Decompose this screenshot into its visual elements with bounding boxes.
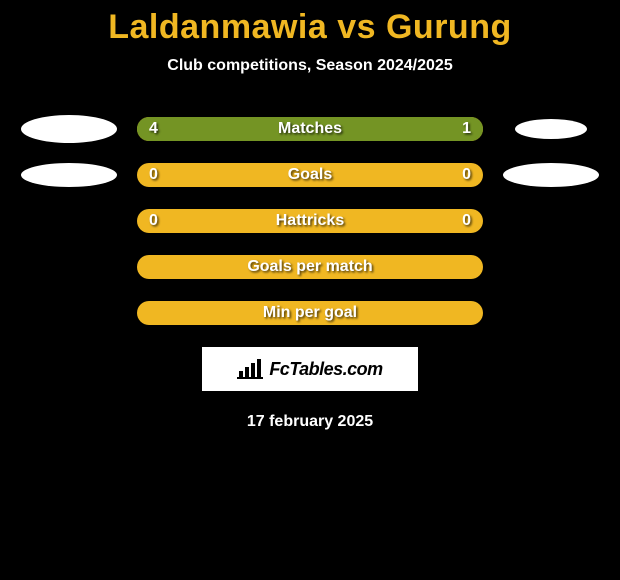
stat-bar: 00Hattricks — [137, 209, 483, 233]
stat-bar: 41Matches — [137, 117, 483, 141]
stat-bar: Min per goal — [137, 301, 483, 325]
player-marker-right — [503, 163, 599, 187]
logo-inner: FcTables.com — [237, 359, 382, 380]
stat-row: Min per goal — [0, 301, 620, 325]
stat-label: Min per goal — [137, 301, 483, 325]
comparison-card: Laldanmawia vs Gurung Club competitions,… — [0, 0, 620, 580]
stat-row: 00Hattricks — [0, 209, 620, 233]
player-marker-left — [21, 115, 117, 143]
stat-row: 41Matches — [0, 117, 620, 141]
logo-badge: FcTables.com — [202, 347, 418, 391]
stat-label: Hattricks — [137, 209, 483, 233]
subtitle: Club competitions, Season 2024/2025 — [0, 57, 620, 75]
stat-bar: Goals per match — [137, 255, 483, 279]
stat-label: Goals — [137, 163, 483, 187]
stat-label: Matches — [137, 117, 483, 141]
player-marker-right — [515, 119, 587, 139]
logo-text: FcTables.com — [269, 359, 382, 380]
stat-bar: 00Goals — [137, 163, 483, 187]
stat-label: Goals per match — [137, 255, 483, 279]
bar-chart-icon — [237, 359, 263, 379]
stats-list: 41Matches 00Goals 00Hattricks Goals per mat… — [0, 117, 620, 325]
stat-row: Goals per match — [0, 255, 620, 279]
player-marker-left — [21, 163, 117, 187]
title: Laldanmawia vs Gurung — [0, 8, 620, 47]
stat-row: 00Goals — [0, 163, 620, 187]
date-text: 17 february 2025 — [0, 413, 620, 431]
